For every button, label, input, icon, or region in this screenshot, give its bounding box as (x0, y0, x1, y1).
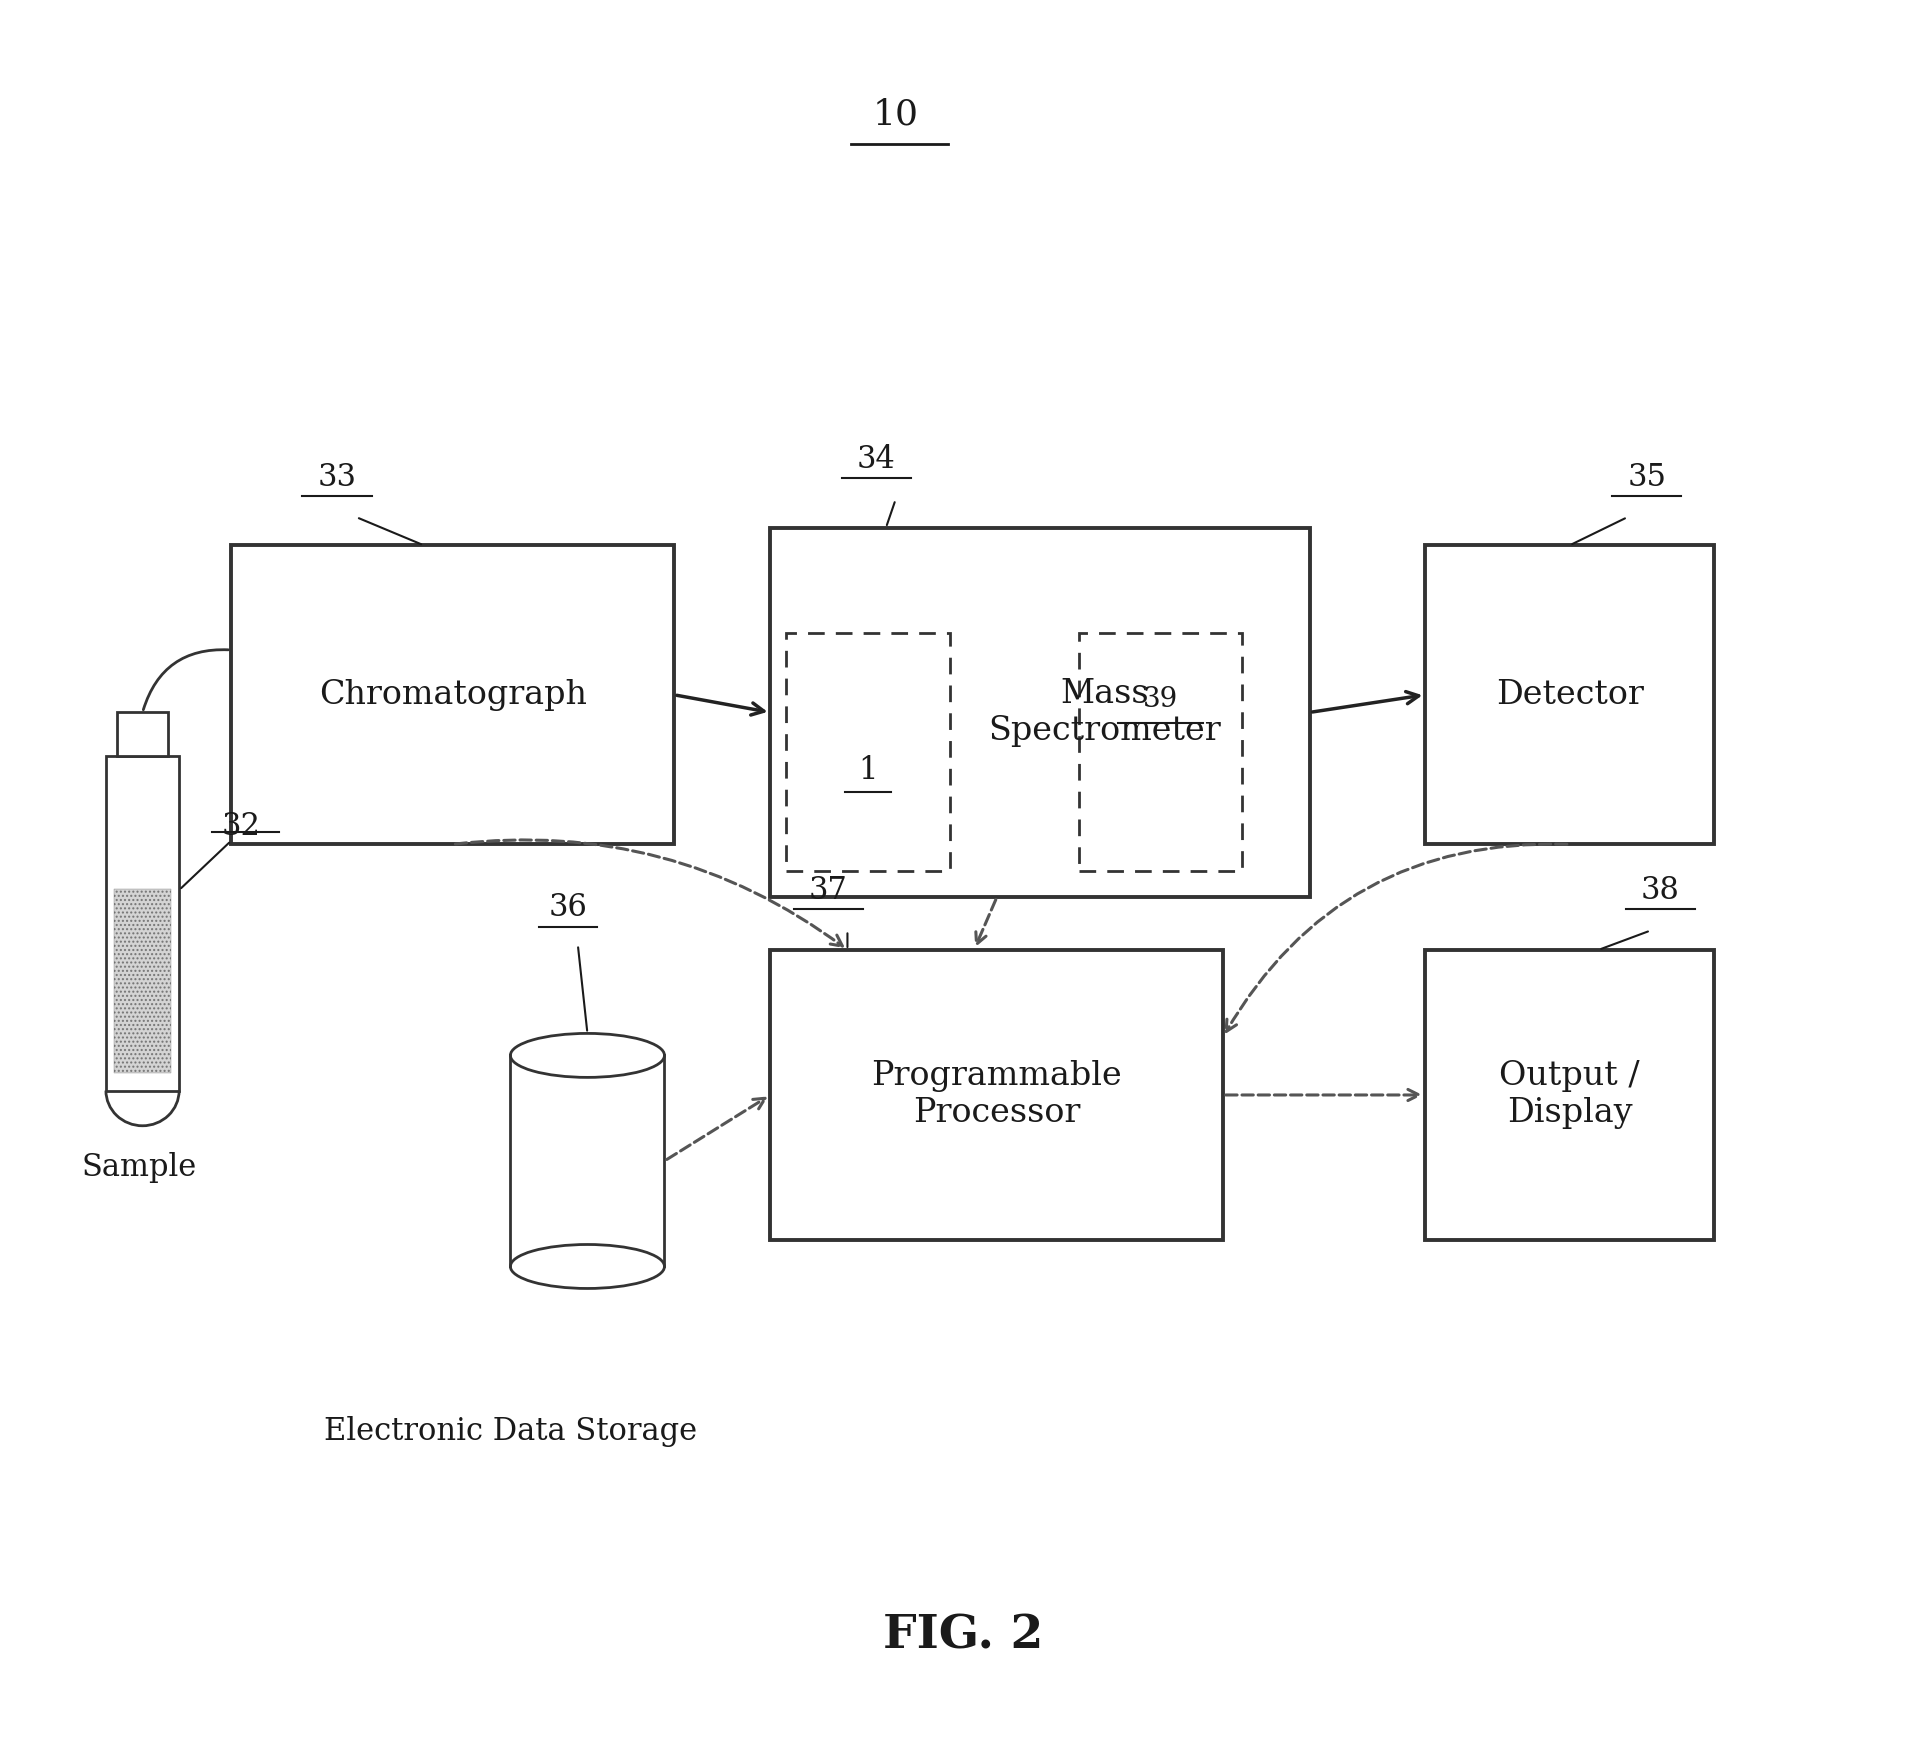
Text: 38: 38 (1641, 874, 1679, 906)
Ellipse shape (510, 1245, 664, 1288)
Bar (231, 545, 674, 844)
Text: Mass
Spectrometer: Mass Spectrometer (988, 677, 1221, 748)
Bar (770, 528, 1310, 897)
Text: 35: 35 (1627, 461, 1666, 493)
Text: Detector: Detector (1497, 679, 1643, 711)
Bar (770, 950, 1223, 1240)
Text: Chromatograph: Chromatograph (318, 679, 587, 711)
Text: 36: 36 (549, 892, 587, 923)
Text: 1: 1 (857, 755, 878, 786)
Text: 39: 39 (1142, 686, 1179, 712)
Bar (1425, 545, 1714, 844)
Bar (786, 633, 950, 871)
Bar (106, 756, 179, 1091)
Text: Programmable
Processor: Programmable Processor (871, 1061, 1123, 1129)
Bar (1079, 633, 1242, 871)
Text: 33: 33 (318, 461, 356, 493)
Bar (117, 712, 168, 756)
Text: 32: 32 (221, 811, 260, 843)
Bar (114, 890, 171, 1073)
Text: FIG. 2: FIG. 2 (882, 1613, 1044, 1659)
Text: 34: 34 (857, 443, 896, 475)
Text: Electronic Data Storage: Electronic Data Storage (324, 1416, 697, 1448)
Text: 37: 37 (809, 874, 847, 906)
Ellipse shape (510, 1034, 664, 1077)
Bar (114, 890, 171, 1073)
Text: Sample: Sample (81, 1152, 196, 1184)
Bar (1425, 950, 1714, 1240)
Text: 10: 10 (872, 99, 919, 132)
Text: Output /
Display: Output / Display (1498, 1061, 1641, 1129)
